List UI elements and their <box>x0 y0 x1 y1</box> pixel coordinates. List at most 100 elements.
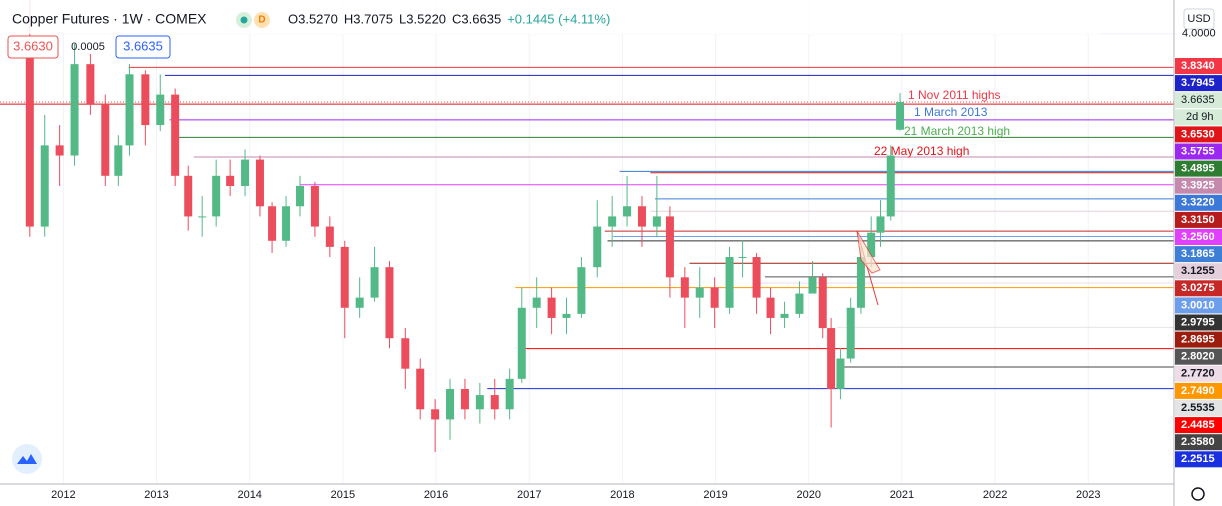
candle-body <box>460 388 469 410</box>
level-badge <box>1175 143 1222 160</box>
level-badge <box>1175 297 1222 314</box>
candle-body <box>25 54 34 227</box>
candle-body <box>836 358 845 389</box>
candle-body <box>355 297 364 308</box>
sell-box[interactable] <box>7 35 59 59</box>
level-badge <box>1175 434 1222 451</box>
currency: USD <box>1187 13 1210 25</box>
candle-body <box>401 338 410 369</box>
candle-body <box>725 257 734 308</box>
candle-body <box>876 216 885 233</box>
candle-body <box>171 94 180 176</box>
x-tick-label: 2016 <box>424 489 448 501</box>
level-badge <box>1175 211 1222 228</box>
candle-body <box>86 64 95 105</box>
level-label: 3.7945 <box>1181 77 1215 89</box>
candle-body <box>226 175 235 186</box>
level-badge <box>1175 417 1222 434</box>
x-tick-label: 2021 <box>890 489 914 501</box>
ohlc-value: O3.5270 <box>288 11 338 26</box>
level-label: 3.3220 <box>1181 197 1215 209</box>
x-tick-label: 2013 <box>144 489 168 501</box>
last-price-label: 3.6635 <box>1181 94 1215 106</box>
candle-body <box>517 307 526 379</box>
level-label: 3.0010 <box>1181 299 1215 311</box>
level-badge <box>1175 58 1222 74</box>
candle-body <box>808 277 817 294</box>
level-badge <box>1175 365 1222 382</box>
candle-body <box>446 388 455 420</box>
candle-body <box>795 293 804 314</box>
level-label: 3.3925 <box>1181 180 1215 192</box>
level-badge <box>1175 177 1222 194</box>
level-label: 2.9795 <box>1181 316 1215 328</box>
candle-body <box>886 155 895 217</box>
level-label: 3.3150 <box>1181 214 1215 226</box>
symbol-title: Copper Futures · 1W · COMEX <box>12 11 207 27</box>
candle-body <box>141 74 150 126</box>
countdown: 2d 9h <box>1186 111 1214 123</box>
candle-body <box>340 246 349 308</box>
ohlc-values: O3.5270 H3.7075 L3.5220 C3.6635 +0.1445 (+4.… <box>288 11 610 26</box>
sell-price: 3.6630 <box>13 38 53 53</box>
candle-body <box>255 159 264 207</box>
ohlc-value: H3.7075 <box>344 11 393 26</box>
candle-body <box>268 206 277 241</box>
candle-body <box>665 216 674 278</box>
candle-body <box>532 297 541 308</box>
level-label: 2.3580 <box>1181 436 1215 448</box>
logo[interactable] <box>12 444 42 474</box>
settings-icon[interactable] <box>1191 487 1205 501</box>
logo-mark <box>17 454 37 464</box>
level-label: 3.0275 <box>1181 282 1215 294</box>
candle-body <box>490 395 499 410</box>
x-tick-label: 2014 <box>237 489 261 501</box>
x-tick-label: 2012 <box>51 489 75 501</box>
status-dot <box>240 16 248 24</box>
candle-body <box>296 185 305 207</box>
level-badge <box>1175 280 1222 297</box>
x-tick-label: 2019 <box>703 489 727 501</box>
candle-body <box>184 175 193 217</box>
level-badge <box>1175 400 1222 416</box>
level-label: 2.8695 <box>1181 334 1215 346</box>
candle-body <box>416 368 425 410</box>
level-label: 3.1865 <box>1181 248 1215 260</box>
level-label: 2.8020 <box>1181 351 1215 363</box>
candle-body <box>562 313 571 318</box>
candle-body <box>310 185 319 227</box>
candle-body <box>40 145 49 227</box>
candle-body <box>325 226 334 247</box>
last-price-badge <box>1175 92 1222 109</box>
candle-body <box>241 159 250 186</box>
level-label: 3.1255 <box>1181 265 1215 277</box>
level-badge <box>1175 331 1222 348</box>
level-label: 2.4485 <box>1181 419 1215 431</box>
candle-body <box>70 64 79 156</box>
level-badge <box>1175 348 1222 365</box>
candle-body <box>738 257 747 259</box>
candle-body <box>282 206 291 241</box>
candle-body <box>55 145 64 156</box>
plot-area <box>0 0 1174 484</box>
level-label: 2.7490 <box>1181 385 1215 397</box>
level-label: 2.2515 <box>1181 453 1215 465</box>
candle-body <box>827 328 836 389</box>
candle-body <box>752 257 761 298</box>
candle-body <box>652 216 661 227</box>
level-label: 3.2560 <box>1181 231 1215 243</box>
currency-box[interactable] <box>1183 8 1215 30</box>
delay-icon[interactable] <box>254 12 270 28</box>
countdown-badge <box>1175 109 1222 126</box>
x-tick-label: 2015 <box>331 489 355 501</box>
level-badge <box>1175 229 1222 245</box>
buy-box[interactable] <box>115 35 171 59</box>
candle-body <box>710 287 719 308</box>
candle-body <box>577 267 586 314</box>
level-label: 2.5535 <box>1181 402 1215 414</box>
candle-body <box>680 277 689 298</box>
level-badge <box>1175 194 1222 211</box>
candle-body <box>156 94 165 126</box>
